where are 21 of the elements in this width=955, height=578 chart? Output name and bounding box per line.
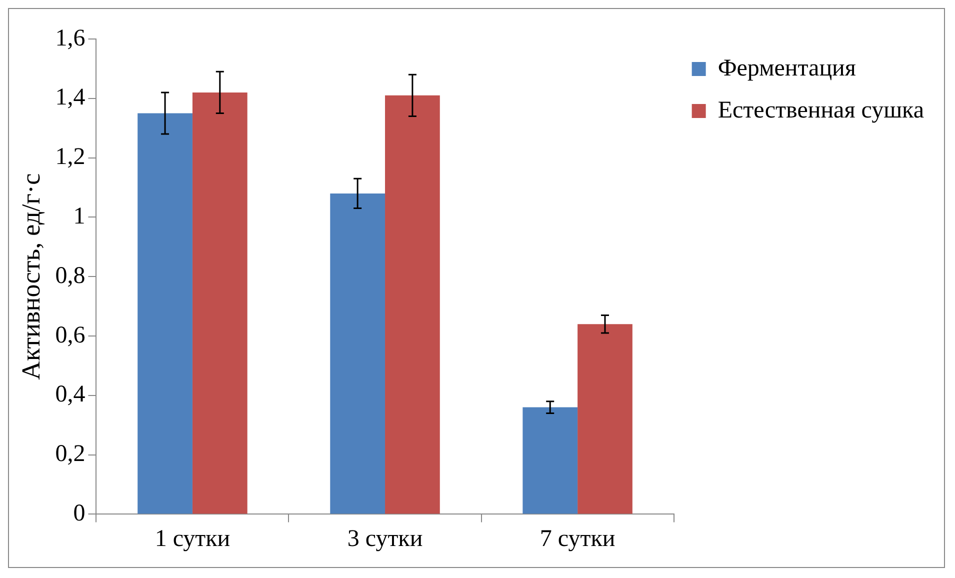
x-tick-label: 7 сутки: [540, 526, 616, 552]
y-tick-label: 1,6: [55, 25, 86, 52]
bar: [192, 92, 248, 514]
y-tick-label: 0: [73, 500, 86, 526]
x-tick-label: 3 сутки: [347, 526, 423, 552]
legend-label: Естественная сушка: [718, 97, 924, 124]
bar: [522, 407, 578, 514]
y-tick-label: 0,6: [55, 322, 86, 348]
bar: [578, 324, 632, 514]
y-axis-title: Активность, ед/г·с: [16, 173, 46, 380]
y-tick-label: 0,4: [55, 382, 86, 408]
bar: [330, 193, 386, 514]
legend-label: Ферментация: [718, 55, 856, 82]
y-tick-label: 1: [73, 203, 86, 230]
x-tick-label: 1 сутки: [154, 526, 230, 552]
y-tick-label: 0,2: [55, 441, 86, 468]
bar: [385, 95, 440, 514]
y-tick-label: 1,2: [55, 144, 86, 170]
y-tick-label: 0,8: [55, 262, 86, 289]
y-tick-label: 1,4: [55, 84, 86, 111]
bar: [138, 113, 192, 514]
